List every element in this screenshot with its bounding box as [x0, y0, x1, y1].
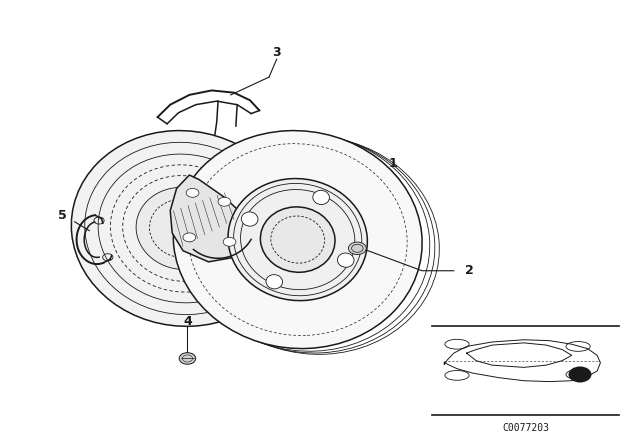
- Ellipse shape: [313, 190, 330, 205]
- Ellipse shape: [337, 253, 354, 267]
- Circle shape: [348, 242, 366, 254]
- Ellipse shape: [260, 207, 335, 272]
- Text: 3: 3: [273, 46, 281, 59]
- Circle shape: [218, 197, 231, 206]
- Ellipse shape: [266, 275, 283, 289]
- Text: 1: 1: [389, 157, 397, 170]
- Circle shape: [223, 237, 236, 246]
- Ellipse shape: [136, 187, 230, 270]
- Ellipse shape: [228, 179, 367, 301]
- Text: 4: 4: [183, 315, 192, 328]
- Circle shape: [179, 353, 196, 364]
- Ellipse shape: [71, 130, 294, 326]
- Polygon shape: [170, 175, 246, 262]
- Ellipse shape: [173, 131, 422, 349]
- Text: 5: 5: [58, 209, 67, 222]
- Circle shape: [186, 188, 199, 197]
- Circle shape: [183, 233, 196, 242]
- Circle shape: [568, 366, 591, 383]
- Ellipse shape: [241, 212, 258, 226]
- Text: 2: 2: [465, 264, 474, 277]
- Text: C0077203: C0077203: [502, 423, 549, 434]
